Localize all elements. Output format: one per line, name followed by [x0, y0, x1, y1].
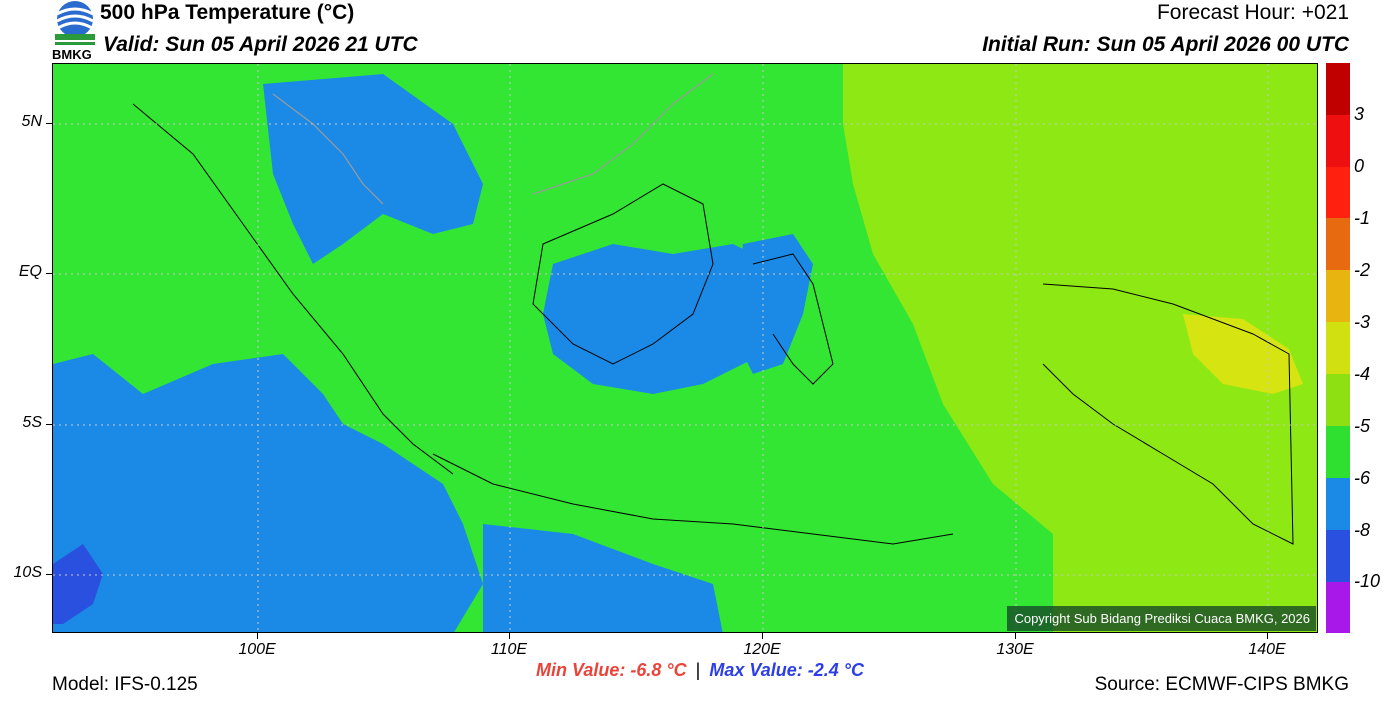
min-value-unit: °C	[666, 660, 687, 680]
min-max-values: Min Value: -6.8 °C | Max Value: -2.4 °C	[0, 660, 1400, 681]
initial-run: Initial Run: Sun 05 April 2026 00 UTC	[982, 33, 1349, 56]
colorbar-segment	[1326, 478, 1350, 530]
copyright-notice: Copyright Sub Bidang Prediksi Cuaca BMKG…	[1007, 606, 1316, 631]
lat-tick	[46, 424, 52, 425]
lon-label-110e: 110E	[490, 641, 528, 658]
lat-label-5n: 5N	[21, 113, 42, 130]
model-label: Model: IFS-0.125	[52, 674, 198, 695]
lat-label-eq: EQ	[18, 263, 42, 280]
bmkg-logo	[55, 1, 95, 45]
forecast-hour: Forecast Hour: +021	[1156, 1, 1349, 24]
colorbar-label: -1	[1354, 208, 1371, 228]
lon-label-140e: 140E	[1248, 641, 1286, 658]
temperature-map: Copyright Sub Bidang Prediksi Cuaca BMKG…	[52, 63, 1318, 633]
lat-label-5s: 5S	[22, 414, 42, 431]
lon-tick	[509, 633, 510, 639]
lon-tick	[1015, 633, 1016, 639]
max-value: Max Value: -2.4 °C	[709, 660, 864, 680]
lon-label-100e: 100E	[238, 641, 276, 658]
lat-tick	[46, 273, 52, 274]
min-max-separator: |	[695, 660, 701, 680]
max-value-unit: °C	[843, 660, 864, 680]
lon-tick	[257, 633, 258, 639]
colorbar-label: -3	[1354, 312, 1371, 332]
chart-title: 500 hPa Temperature (°C)	[100, 1, 355, 24]
colorbar-segment	[1326, 218, 1350, 270]
colorbar-segment	[1326, 530, 1350, 582]
lat-label-10s: 10S	[13, 564, 42, 581]
source-label: Source: ECMWF-CIPS BMKG	[1094, 674, 1349, 695]
colorbar	[1326, 63, 1350, 633]
colorbar-segment	[1326, 167, 1350, 218]
min-value-text: Min Value: -6.8	[536, 660, 662, 680]
logo-text: BMKG	[52, 47, 92, 62]
colorbar-segment	[1326, 374, 1350, 426]
colorbar-label: -5	[1354, 416, 1371, 436]
lon-label-120e: 120E	[743, 641, 781, 658]
min-value: Min Value: -6.8 °C	[536, 660, 687, 680]
colorbar-segment	[1326, 582, 1350, 633]
colorbar-segment	[1326, 63, 1350, 115]
map-field	[53, 64, 1317, 632]
colorbar-segment	[1326, 322, 1350, 374]
colorbar-label: -2	[1354, 260, 1371, 280]
lat-tick	[46, 123, 52, 124]
lat-tick	[46, 574, 52, 575]
colorbar-segment	[1326, 270, 1350, 322]
colorbar-label: -6	[1354, 468, 1371, 488]
colorbar-label: -10	[1354, 571, 1381, 591]
lon-tick	[762, 633, 763, 639]
colorbar-segment	[1326, 426, 1350, 478]
colorbar-segment	[1326, 115, 1350, 167]
max-value-text: Max Value: -2.4	[709, 660, 839, 680]
lon-label-130e: 130E	[996, 641, 1034, 658]
colorbar-label: 0	[1354, 156, 1365, 176]
colorbar-label: -4	[1354, 364, 1371, 384]
colorbar-label: 3	[1354, 104, 1365, 124]
valid-time: Valid: Sun 05 April 2026 21 UTC	[103, 33, 418, 56]
lon-tick	[1267, 633, 1268, 639]
colorbar-label: -8	[1354, 520, 1371, 540]
